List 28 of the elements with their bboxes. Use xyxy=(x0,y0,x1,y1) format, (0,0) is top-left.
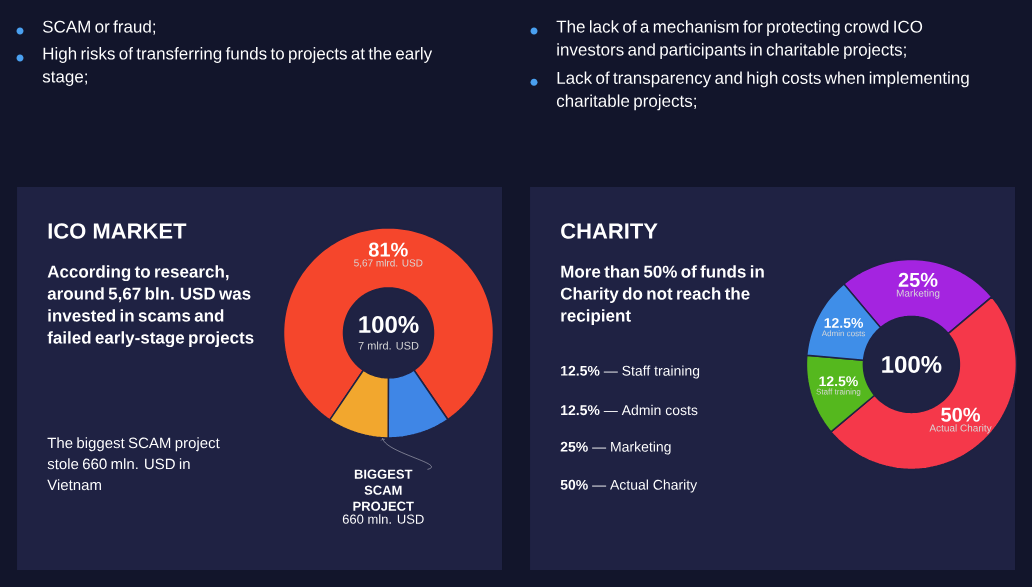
text: According to research, around 5,67 bln. USD was invested in scams and failed early-stage projects xyxy=(47,265,254,348)
slice-label: Admin costs xyxy=(821,330,866,337)
text: More than 50% of funds in Charity do not reach the recipient xyxy=(560,265,764,326)
text: 100% xyxy=(882,355,942,373)
text: High risks of transferring funds to projects at the early stage; xyxy=(42,47,433,86)
data-label: 50% xyxy=(941,407,981,422)
slice-label: Actual Charity xyxy=(929,424,992,434)
slice-label: 5,67 mlrd. USD xyxy=(354,259,423,268)
text: CHARITY xyxy=(561,223,658,239)
chart-title: ICO MARKET xyxy=(48,223,187,239)
text: 660 mln. USD xyxy=(342,514,424,524)
text: 25% — Marketing xyxy=(560,441,671,455)
text: 7 mlrd. USD xyxy=(358,341,419,350)
text: The lack of a mechanism for protecting crowd ICO investors and participants in charitable projects; xyxy=(556,20,923,60)
text: 100% xyxy=(359,316,419,333)
slice-label: Marketing xyxy=(896,289,940,299)
text: 12.5% — Staff training xyxy=(561,365,700,379)
data-label: 12.5% xyxy=(824,318,864,328)
text: SCAM or fraud; xyxy=(42,20,156,35)
slice-label: BIGGEST SCAM PROJECT xyxy=(353,469,414,511)
text: Lack of transparency and high costs when implementing charitable projects; xyxy=(556,71,969,111)
data-label: 12.5% xyxy=(819,376,858,387)
text: The biggest SCAM project stole 660 mln. USD in Vietnam xyxy=(47,437,220,491)
data-label: 81% xyxy=(368,242,408,257)
data-label: 25% xyxy=(898,272,938,287)
slice-label: Staff training xyxy=(816,388,861,397)
text: 12.5% — Admin costs xyxy=(561,404,698,416)
text: 50% — Actual Charity xyxy=(560,479,698,493)
